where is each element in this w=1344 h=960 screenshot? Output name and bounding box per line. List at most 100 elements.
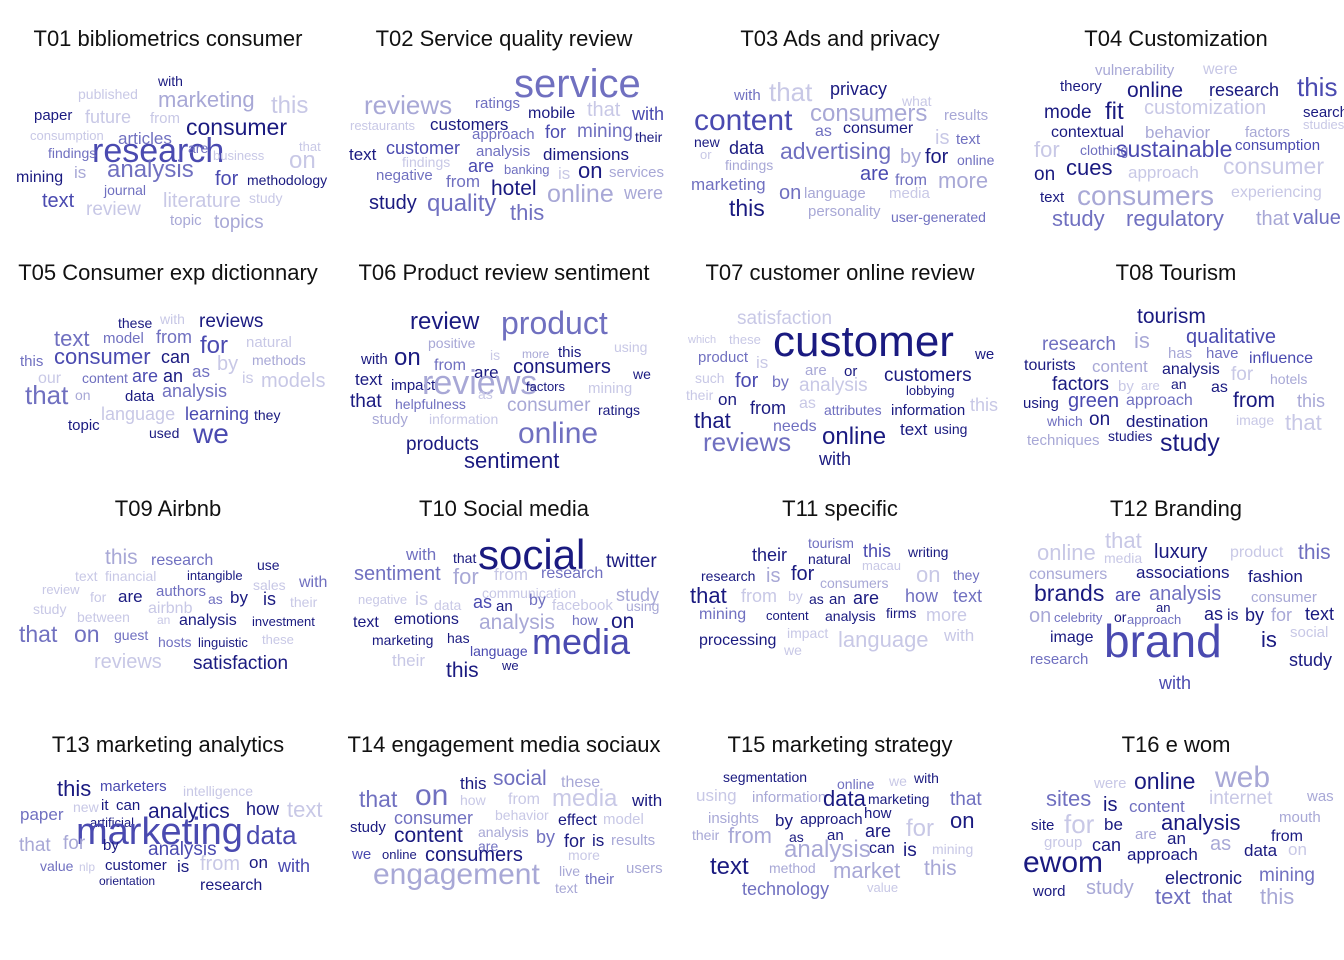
cloud-word: by <box>772 374 789 391</box>
cloud-word: group <box>1044 834 1083 851</box>
cloud-word: on <box>1029 605 1052 627</box>
cloud-word: nlp <box>79 860 96 874</box>
cloud-word: method <box>769 860 816 876</box>
wordcloud-panel: T14 engagement media sociaux this social th… <box>336 708 672 944</box>
cloud-word: web <box>1215 761 1271 794</box>
cloud-word: sentiment <box>354 563 441 585</box>
cloud-word: reviews <box>199 311 264 332</box>
cloud-word: an <box>1156 600 1171 615</box>
cloud-word: for <box>545 122 567 142</box>
word-cloud: this research text financial intangible use sa… <box>0 472 336 708</box>
cloud-word: hotel <box>491 177 537 200</box>
wordcloud-panel: T01 bibliometrics consumer published with m… <box>0 2 336 238</box>
cloud-word: as <box>799 395 816 412</box>
cloud-word: image <box>1050 629 1094 646</box>
cloud-word: as <box>192 362 210 381</box>
cloud-word: mining <box>588 380 633 397</box>
cloud-word: customization <box>1144 97 1267 119</box>
cloud-word: findings <box>402 154 451 170</box>
cloud-word: from <box>156 327 192 347</box>
cloud-word: facebook <box>552 597 613 614</box>
cloud-word: journal <box>104 182 147 198</box>
cloud-word: that <box>690 583 727 608</box>
cloud-word: privacy <box>830 79 888 99</box>
cloud-word: with <box>734 87 761 104</box>
cloud-word: as <box>473 592 493 612</box>
panel-title: T10 Social media <box>419 496 589 521</box>
cloud-word: this <box>863 541 892 561</box>
cloud-word: online <box>547 180 614 208</box>
cloud-word: text <box>900 420 928 439</box>
cloud-word: this <box>446 659 479 682</box>
cloud-word: personality <box>808 203 881 220</box>
word-cloud: with that privacy what content consumers resul… <box>672 2 1008 238</box>
cloud-word: marketing <box>372 632 434 648</box>
cloud-word: we <box>784 642 802 658</box>
cloud-word: customers <box>884 365 972 386</box>
cloud-word: review <box>42 582 80 597</box>
cloud-word: for <box>564 831 586 851</box>
cloud-word: data <box>1244 841 1278 860</box>
cloud-word: orientation <box>99 874 156 888</box>
cloud-word: or <box>844 363 858 380</box>
cloud-word: learning <box>185 404 250 424</box>
cloud-word: are <box>865 821 892 841</box>
cloud-word: is <box>766 565 781 587</box>
cloud-word: future <box>85 107 132 127</box>
cloud-word: image <box>1236 412 1275 428</box>
cloud-word: impact <box>787 625 829 641</box>
cloud-word: with <box>632 791 663 810</box>
cloud-word: models <box>261 370 326 392</box>
cloud-word: analysis <box>148 839 217 860</box>
cloud-word: investment <box>252 614 315 629</box>
panel-title: T08 Tourism <box>1115 260 1237 285</box>
cloud-word: from <box>494 565 528 584</box>
cloud-word: text <box>1305 604 1335 624</box>
cloud-word: studies <box>1108 428 1153 444</box>
cloud-word: on <box>394 344 421 371</box>
cloud-word: associations <box>1136 563 1230 582</box>
cloud-word: be <box>1104 815 1123 834</box>
cloud-word: can <box>869 840 895 857</box>
cloud-word: for <box>906 815 935 842</box>
cloud-word: as <box>1204 604 1224 624</box>
cloud-word: study <box>33 601 67 617</box>
wordcloud-panel: T12 Branding that online media luxury product… <box>1008 472 1344 708</box>
cloud-word: from <box>728 823 772 848</box>
wordcloud-panel: T06 Product review sentiment review produc… <box>336 236 672 472</box>
cloud-word: language <box>838 627 929 652</box>
cloud-word: using <box>1023 395 1059 412</box>
cloud-word: this <box>729 195 765 221</box>
cloud-word: from <box>508 791 540 808</box>
cloud-word: using <box>626 598 660 614</box>
cloud-word: with <box>160 311 185 327</box>
cloud-word: their <box>692 827 720 843</box>
cloud-word: published <box>78 86 138 102</box>
cloud-word: from <box>895 172 927 189</box>
cloud-word: as <box>809 591 824 607</box>
cloud-word: on <box>1034 164 1056 185</box>
cloud-word: celebrity <box>1054 610 1103 625</box>
cloud-word: analysis <box>1162 361 1220 378</box>
cloud-word: services <box>609 164 665 181</box>
cloud-word: their <box>686 387 714 403</box>
cloud-word: media <box>532 621 631 662</box>
cloud-word: data <box>125 388 155 405</box>
cloud-word: we <box>975 346 995 363</box>
cloud-word: with <box>632 104 665 124</box>
cloud-word: is <box>756 353 769 372</box>
cloud-word: their <box>392 651 426 670</box>
cloud-word: processing <box>699 632 777 649</box>
word-cloud: tourism research is qualitative has have influ… <box>1008 236 1344 472</box>
cloud-word: we <box>352 846 372 863</box>
cloud-word: how <box>460 792 486 808</box>
cloud-word: dimensions <box>543 145 629 164</box>
panel-title: T16 e wom <box>1121 732 1231 757</box>
cloud-word: reviews <box>364 90 453 120</box>
cloud-word: market <box>833 858 901 883</box>
cloud-word: with <box>299 574 328 591</box>
word-cloud: satisfaction which these customer we product i… <box>672 236 1008 472</box>
cloud-word: techniques <box>1027 432 1100 449</box>
cloud-word: consumer <box>394 808 474 828</box>
cloud-word: business <box>213 148 265 163</box>
